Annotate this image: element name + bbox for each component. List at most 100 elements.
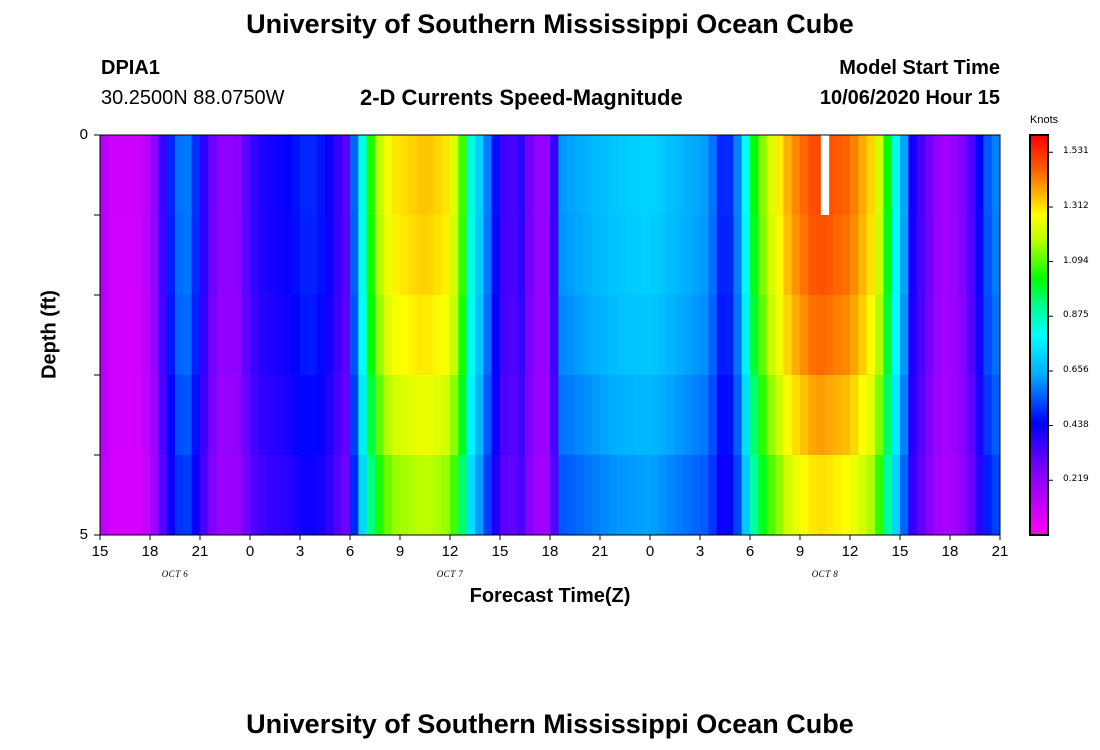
x-tick-label: 15 (491, 543, 509, 560)
heatmap-cell (633, 215, 643, 296)
heatmap-cell (825, 375, 834, 456)
heatmap-cell (200, 455, 209, 536)
heatmap-cell (241, 215, 251, 296)
heatmap-cell (841, 375, 851, 456)
heatmap-cell (825, 135, 834, 216)
heatmap-cell (925, 375, 934, 456)
heatmap-cell (208, 215, 218, 296)
chart-title: 2-D Currents Speed-Magnitude (360, 85, 683, 110)
heatmap-cell (408, 135, 418, 216)
heatmap-cell (550, 135, 559, 216)
heatmap-cell (350, 295, 359, 376)
heatmap-cell (741, 135, 751, 216)
heatmap-cell (650, 295, 659, 376)
heatmap-cell (650, 215, 659, 296)
heatmap-cell (783, 375, 793, 456)
colorbar-tick-label: 0.438 (1063, 419, 1089, 430)
heatmap-cell (766, 375, 776, 456)
heatmap-cell (425, 295, 434, 376)
heatmap-cell (825, 455, 834, 536)
heatmap-cell (400, 295, 409, 376)
heatmap-cell (450, 295, 459, 376)
heatmap-cell (858, 455, 868, 536)
heatmap-cell (966, 215, 976, 296)
heatmap-cell (291, 375, 301, 456)
heatmap-cell (541, 295, 551, 376)
heatmap-cell (725, 135, 734, 216)
heatmap-cell (783, 215, 793, 296)
heatmap-cell (766, 455, 776, 536)
heatmap-cell (416, 135, 426, 216)
heatmap-cell (991, 135, 1001, 216)
heatmap-cell (275, 295, 284, 376)
heatmap-cell (333, 455, 343, 536)
heatmap-cell (266, 135, 276, 216)
footer-title: University of Southern Mississippi Ocean… (246, 709, 854, 739)
heatmap-cell (558, 455, 568, 536)
heatmap-cell (408, 295, 418, 376)
heatmap-cell (283, 215, 293, 296)
heatmap-cell (925, 455, 934, 536)
heatmap-cell (633, 295, 643, 376)
heatmap-cell (691, 215, 701, 296)
heatmap-cell (350, 215, 359, 296)
heatmap-cell (708, 375, 718, 456)
heatmap-cell (275, 455, 284, 536)
heatmap-cell (616, 455, 626, 536)
heatmap-cell (658, 295, 668, 376)
heatmap-cell (108, 135, 118, 216)
heatmap-cell (433, 375, 443, 456)
heatmap-cell (975, 135, 984, 216)
heatmap-cell (316, 135, 326, 216)
heatmap-cell (941, 135, 951, 216)
heatmap-cell (566, 375, 576, 456)
heatmap-cell (475, 135, 484, 216)
heatmap-cell (316, 215, 326, 296)
station-coordinates: 30.2500N 88.0750W (101, 87, 285, 109)
heatmap-cell (808, 295, 818, 376)
heatmap-cell (633, 135, 643, 216)
heatmap-cell (416, 455, 426, 536)
heatmap-cell (325, 215, 334, 296)
y-tick-label: 0 (79, 126, 88, 143)
heatmap-cell (175, 135, 184, 216)
heatmap-cell (858, 375, 868, 456)
heatmap-cell (966, 455, 976, 536)
heatmap-cell (416, 215, 426, 296)
heatmap-cell (191, 455, 201, 536)
heatmap-cell (650, 375, 659, 456)
heatmap-cell (208, 135, 218, 216)
heatmap-cell (300, 215, 309, 296)
heatmap-cell (725, 455, 734, 536)
heatmap-cell (500, 215, 509, 296)
heatmap-cell (658, 375, 668, 456)
heatmap-cell (525, 455, 534, 536)
x-tick-label: 18 (141, 543, 159, 560)
heatmap-cell (158, 215, 168, 296)
heatmap-cell (700, 295, 709, 376)
heatmap-cell (400, 375, 409, 456)
heatmap-cell (625, 135, 634, 216)
heatmap-cell (900, 375, 909, 456)
heatmap-cell (316, 295, 326, 376)
heatmap-cell (941, 215, 951, 296)
heatmap-cell (116, 455, 126, 536)
heatmap-cell (791, 295, 801, 376)
heatmap-cell (150, 455, 159, 536)
heatmap-cell (900, 455, 909, 536)
heatmap-cell (950, 135, 959, 216)
heatmap-cell (800, 375, 809, 456)
heatmap-cell (641, 295, 651, 376)
heatmap-cell (175, 375, 184, 456)
heatmap-cell (916, 375, 926, 456)
heatmap-cell (975, 455, 984, 536)
heatmap-cell (766, 135, 776, 216)
x-tick-label: 0 (245, 543, 255, 560)
heatmap-cell (266, 455, 276, 536)
heatmap-cell (550, 375, 559, 456)
heatmap-cell (483, 455, 493, 536)
heatmap-cell (241, 375, 251, 456)
heatmap-cell (466, 135, 476, 216)
date-label: OCT 7 (436, 569, 464, 579)
heatmap-cell (508, 375, 518, 456)
